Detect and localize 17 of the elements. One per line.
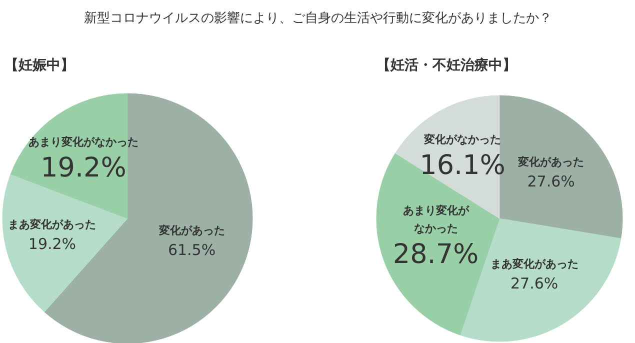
text: 新型コロナウイルスの影響により、ご自身の生活や行動に変化がありましたか？ [84, 10, 552, 26]
slice-label: まあ変化があった [8, 218, 96, 231]
data-label: 27.6% [527, 172, 575, 191]
slice-label: 変化がなかった [423, 132, 502, 146]
slice-label: まあ変化があった [490, 258, 578, 271]
slice-label: あまり変化がなかった [402, 204, 470, 236]
data-label: 28.7% [392, 239, 479, 270]
data-label: 61.5% [168, 240, 216, 259]
slice-label: 変化があった [158, 224, 225, 237]
data-label: 27.6% [510, 274, 558, 293]
chart-subtitle: 【妊活・不妊治療中】 [376, 56, 516, 74]
slice-label: 変化があった [517, 156, 584, 169]
data-label: 19.2% [28, 234, 76, 253]
slice-label: あまり変化がなかった [28, 136, 138, 149]
data-label: 19.2% [40, 152, 126, 184]
chart-subtitle: 【妊娠中】 [4, 58, 74, 74]
data-label: 16.1% [420, 150, 506, 181]
